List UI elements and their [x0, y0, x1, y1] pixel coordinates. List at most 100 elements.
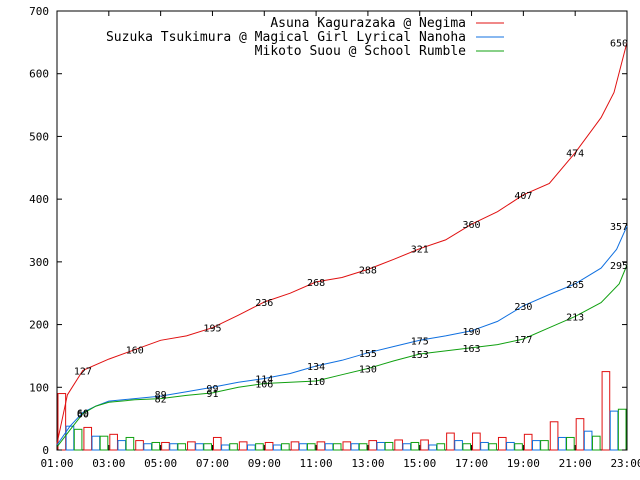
hourly-bar: [161, 441, 170, 451]
hourly-bar: [177, 443, 187, 451]
x-tick-label: 11:00: [300, 457, 333, 470]
hourly-bar: [540, 440, 549, 451]
hourly-bar: [187, 441, 196, 451]
data-label: 295: [610, 261, 628, 272]
hourly-bar: [358, 443, 368, 451]
hourly-bar: [125, 436, 135, 451]
hourly-bar: [446, 432, 455, 451]
data-label: 360: [463, 220, 481, 231]
hourly-bar: [91, 435, 101, 451]
hourly-bars: [57, 371, 627, 451]
hourly-bar: [195, 443, 204, 451]
data-label: 177: [514, 335, 532, 346]
hourly-bar: [290, 441, 300, 451]
hourly-bar: [229, 443, 238, 451]
hourly-bar: [601, 371, 611, 451]
hourly-bar: [99, 435, 109, 451]
x-tick-label: 01:00: [40, 457, 73, 470]
hourly-bar: [117, 440, 127, 451]
data-label: 175: [411, 336, 429, 347]
data-label: 213: [566, 312, 584, 323]
hourly-bar: [523, 433, 533, 451]
hourly-bar: [316, 441, 326, 451]
data-label: 127: [74, 366, 92, 377]
hourly-bar: [272, 444, 282, 451]
data-label: 153: [411, 350, 429, 361]
data-label: 163: [463, 344, 481, 355]
data-label: 190: [463, 327, 481, 338]
y-tick-label: 300: [29, 256, 49, 269]
hourly-bar: [376, 441, 386, 451]
hourly-bar: [609, 410, 619, 451]
hourly-bar: [549, 421, 559, 451]
y-tick-label: 500: [29, 130, 49, 143]
hourly-bar: [454, 440, 463, 451]
hourly-bar: [532, 440, 541, 451]
hourly-bar: [342, 441, 352, 451]
data-label: 89: [155, 390, 167, 401]
data-label: 288: [359, 265, 377, 276]
data-label: 407: [514, 191, 532, 202]
y-tick-label: 400: [29, 193, 49, 206]
x-tick-label: 17:00: [455, 457, 488, 470]
hourly-bar: [264, 441, 274, 451]
hourly-bar: [436, 443, 446, 451]
x-tick-label: 19:00: [507, 457, 540, 470]
data-label: 357: [610, 222, 628, 233]
y-tick-label: 700: [29, 5, 49, 18]
x-tick-label: 21:00: [559, 457, 592, 470]
axes: 0 100 200 300 400 500 600 700 01:00 03:00 05:00 07:…: [29, 5, 640, 470]
hourly-bar: [212, 436, 222, 451]
data-label: 321: [411, 245, 429, 256]
legend-label: Suzuka Tsukimura @ Magical Girl Lyrical …: [106, 30, 466, 45]
hourly-bar: [506, 441, 515, 451]
hourly-bar: [566, 436, 575, 451]
hourly-bar: [410, 441, 420, 451]
y-tick-label: 200: [29, 319, 49, 332]
data-label: 134: [307, 362, 325, 373]
hourly-bar: [203, 443, 212, 451]
data-label: 265: [566, 280, 584, 291]
series-line: [56, 42, 628, 444]
hourly-bar: [306, 443, 316, 451]
data-label: 155: [359, 349, 377, 360]
series-lines: [56, 42, 628, 448]
data-label: 60: [77, 410, 89, 421]
hourly-bar: [428, 444, 438, 451]
hourly-bar: [575, 418, 585, 451]
hourly-bar: [151, 441, 161, 451]
series-line: [56, 225, 628, 446]
hourly-bar: [583, 430, 593, 451]
hourly-bar: [617, 408, 627, 451]
x-tick-label: 23:00: [610, 457, 640, 470]
hourly-bar: [324, 443, 334, 451]
legend-label: Mikoto Suou @ School Rumble: [255, 44, 466, 59]
data-label: 130: [359, 364, 377, 375]
data-label: 99: [206, 384, 218, 395]
x-tick-label: 07:00: [196, 457, 229, 470]
hourly-bar: [143, 443, 152, 451]
plot-frame: [56, 10, 628, 451]
hourly-bar: [238, 441, 248, 451]
hourly-bar: [497, 436, 507, 451]
hourly-bar: [169, 443, 178, 451]
data-label: 236: [255, 298, 273, 309]
hourly-bar: [135, 440, 144, 451]
hourly-bar: [298, 443, 308, 451]
data-label: 160: [126, 346, 144, 357]
data-label: 650: [610, 38, 628, 49]
y-tick-label: 600: [29, 68, 49, 81]
hourly-bar: [73, 428, 83, 451]
data-label: 91: [206, 389, 218, 400]
x-tick-label: 13:00: [351, 457, 384, 470]
y-tick-label: 0: [42, 444, 49, 457]
data-label: 474: [566, 149, 584, 160]
x-tick-label: 15:00: [403, 457, 436, 470]
hourly-bar: [472, 432, 481, 451]
hourly-bar: [394, 439, 403, 451]
hourly-bar: [247, 444, 256, 451]
hourly-bar: [83, 426, 93, 451]
hourly-bar: [384, 441, 394, 451]
x-tick-label: 05:00: [144, 457, 177, 470]
